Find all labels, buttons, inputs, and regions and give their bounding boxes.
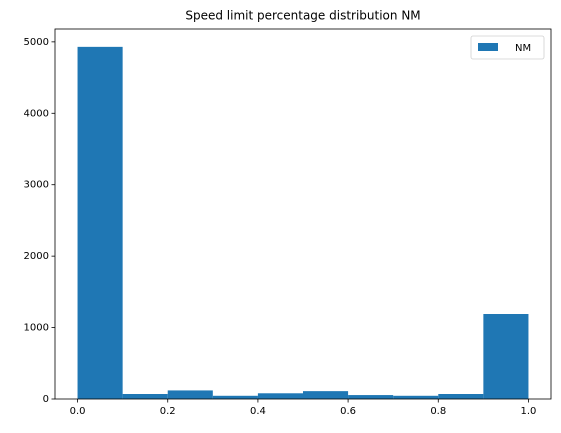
bar [303,391,349,399]
bar [77,46,123,399]
y-tick-label: 0 [43,394,49,405]
bar [483,314,529,399]
x-tick-label: 0.8 [430,406,446,417]
y-tick-label: 1000 [24,323,49,334]
x-tick-label: 0.0 [70,406,86,417]
y-tick-label: 3000 [24,180,49,191]
x-tick-label: 0.6 [340,406,356,417]
bar [212,395,258,399]
bar [348,395,394,399]
axes-frame [54,28,552,400]
x-tick-label: 0.4 [250,406,266,417]
chart-title: Speed limit percentage distribution NM [185,9,420,23]
bar [122,394,168,399]
legend-box [470,35,545,60]
x-tick-label: 1.0 [521,406,537,417]
bar [167,390,213,399]
legend-label: NM [515,43,531,54]
bar [438,394,484,399]
y-tick-label: 5000 [24,37,49,48]
y-tick-label: 4000 [24,108,49,119]
legend-swatch [478,43,498,51]
y-tick-label: 2000 [24,251,49,262]
x-tick-label: 0.2 [160,406,176,417]
bar [393,395,439,399]
bar [257,393,303,399]
